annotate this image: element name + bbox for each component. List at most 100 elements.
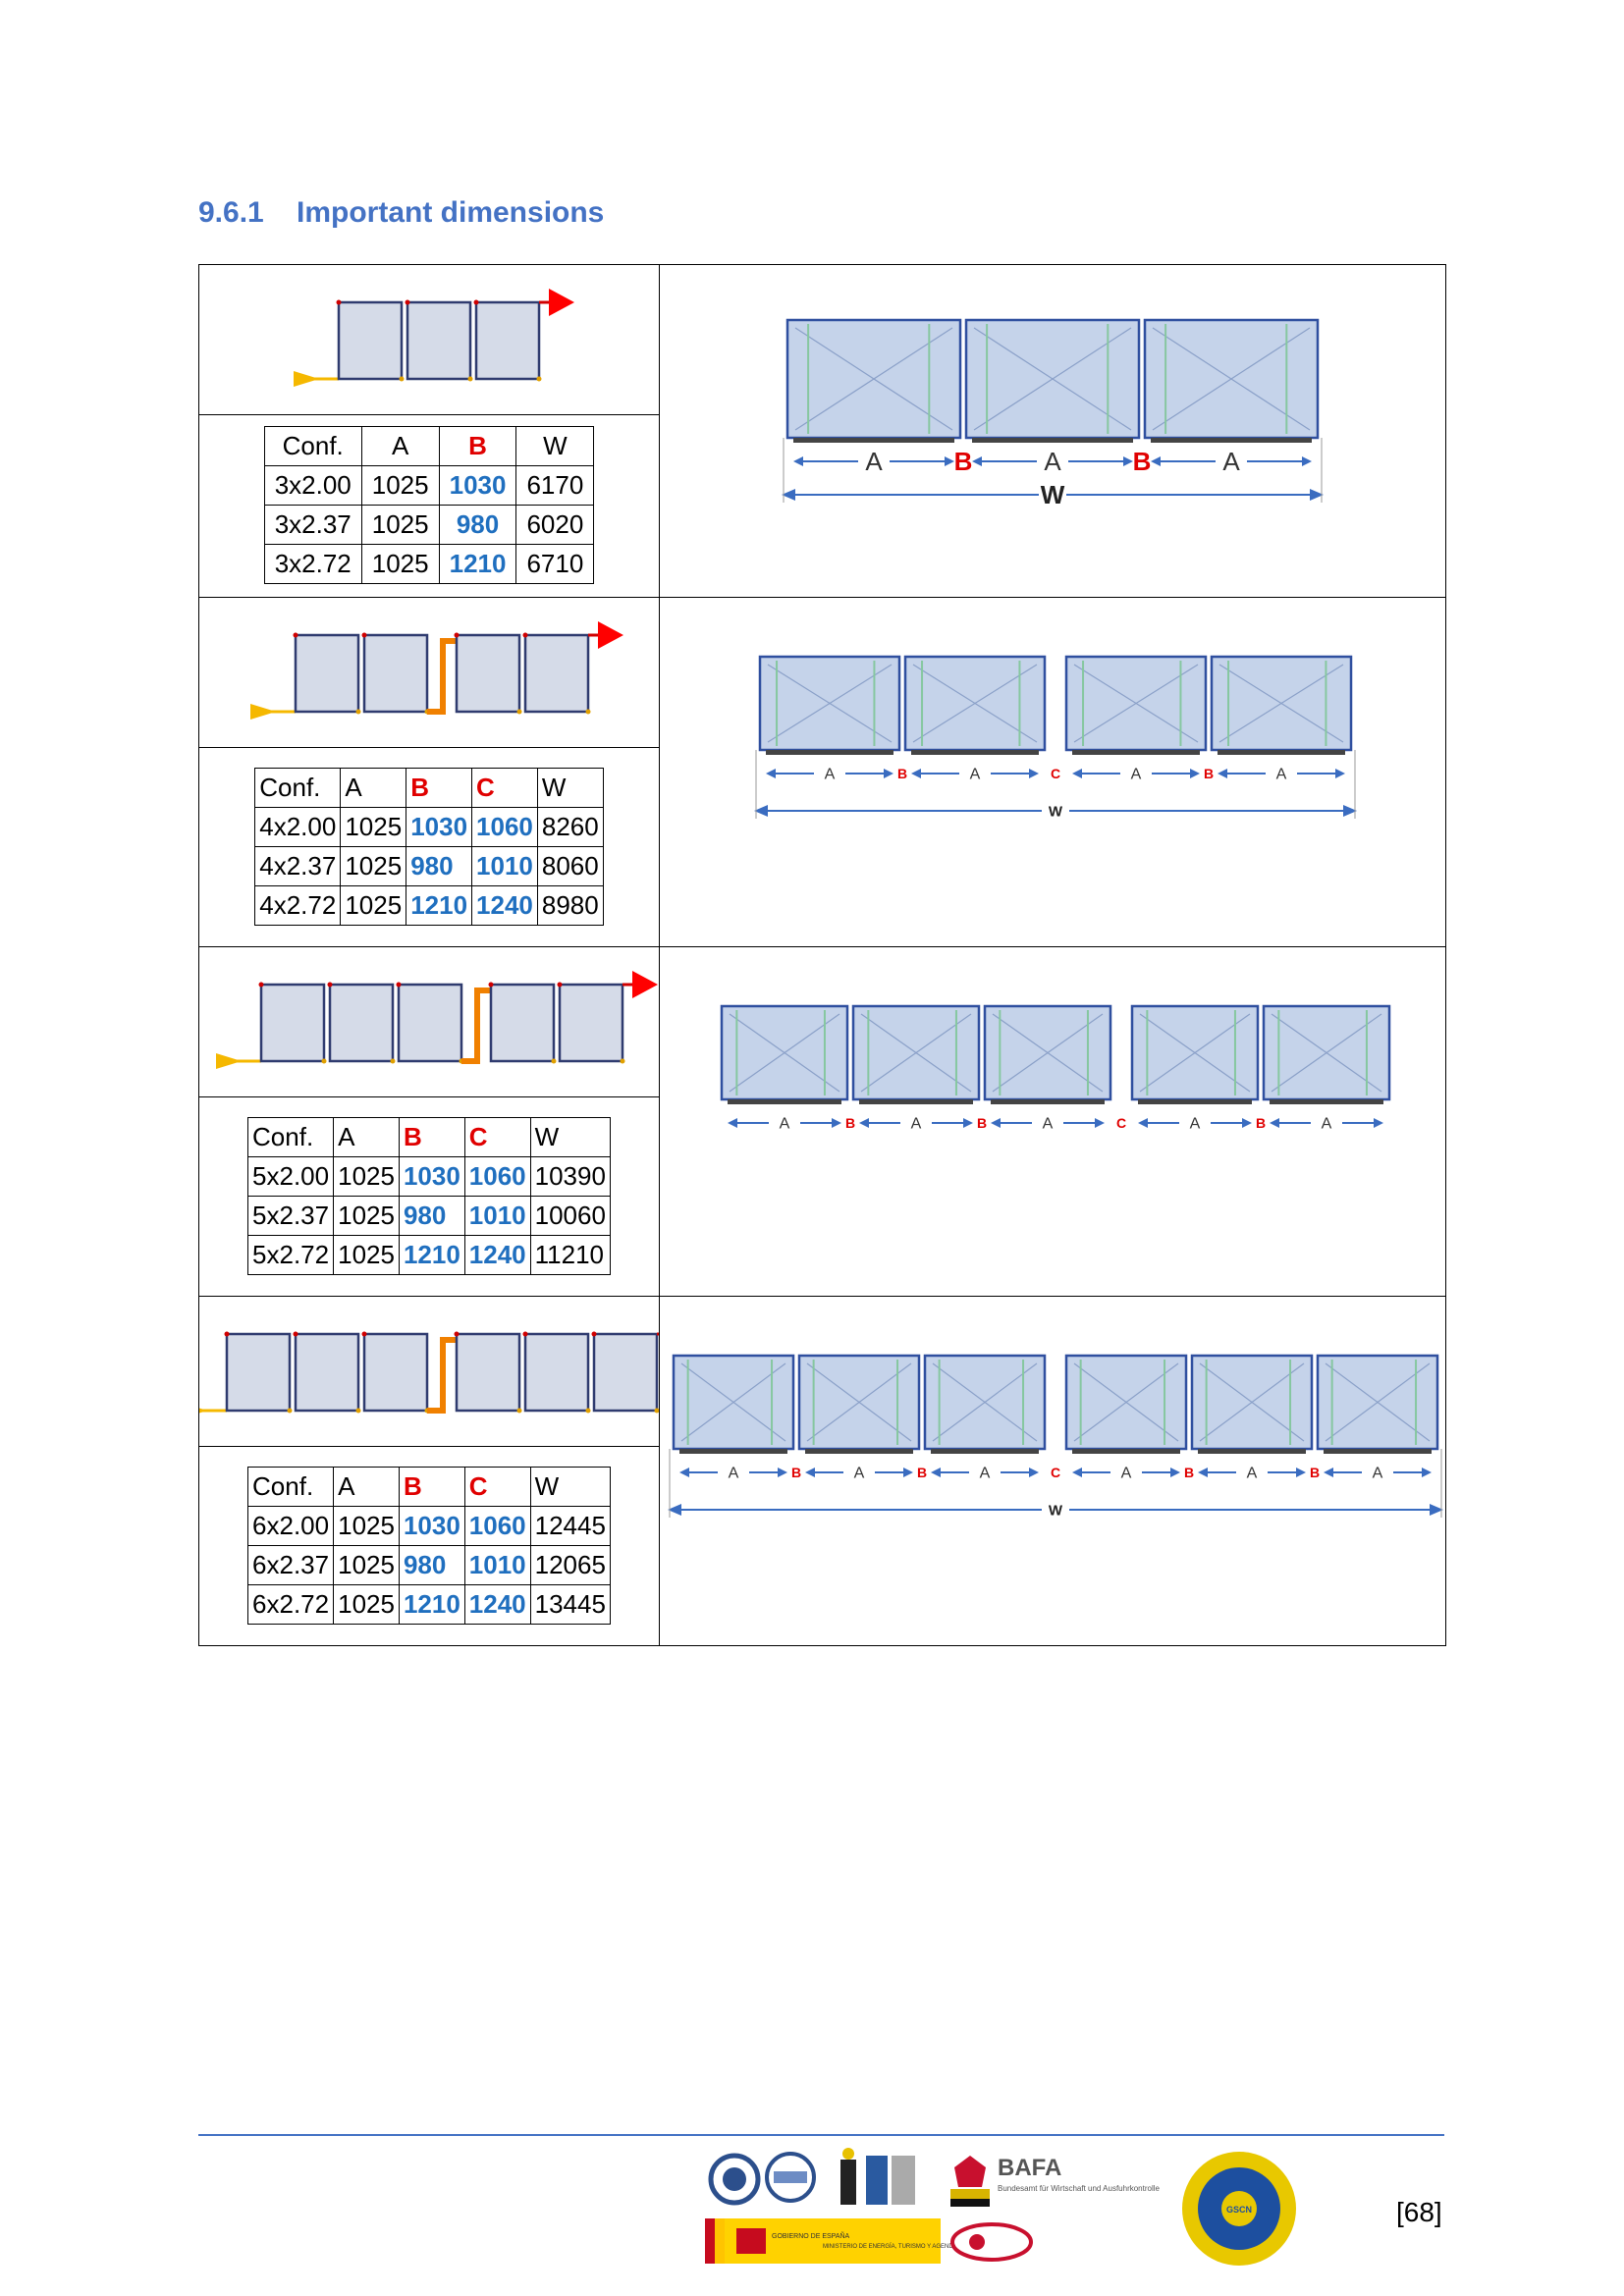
dimension-cell: 1025 (333, 1544, 400, 1585)
dimension-cell: 6170 (515, 465, 595, 506)
dimension-a: A (1270, 1113, 1383, 1133)
dimension-row: 3x2.37 1025 980 6020 (263, 505, 595, 545)
gobierno-text: GOBIERNO DE ESPAÑA (772, 2231, 850, 2240)
outlet-arrow-icon (598, 621, 623, 649)
piping-sketch (199, 600, 659, 748)
dimension-row: 6x2.72 1025 1210 1240 13445 (247, 1583, 611, 1625)
dimension-drawing: A B A C A B A W (754, 655, 1357, 821)
label-a: A (1276, 767, 1287, 783)
pipe-joint (473, 299, 479, 305)
label-a: A (854, 1466, 865, 1482)
dimension-header-cell: Conf. (254, 767, 342, 808)
collector-panel (785, 318, 962, 443)
dimension-a: A (1138, 1113, 1252, 1133)
dimension-cell: 980 (398, 1544, 465, 1585)
dimension-table: Conf. A B C W 4x2.00 1025 1030 1060 8260 4x2.37 102… (254, 767, 604, 926)
collector-module (259, 983, 326, 1063)
pipe-joint (361, 1331, 367, 1337)
dimension-drawing-cell: A B A B A C A B A B A W (659, 1296, 1446, 1646)
dimension-header-cell: C (463, 1466, 531, 1507)
pipe-joint (454, 1331, 460, 1337)
configuration-cell: Conf. A B C W 6x2.00 1025 1030 1060 12445 6x2.37 10… (198, 1296, 660, 1646)
dimension-cell: 1030 (398, 1505, 465, 1546)
label-a: A (1222, 447, 1240, 476)
collector-panel (1064, 655, 1208, 755)
label-a: A (1247, 1466, 1258, 1482)
pipe-joint (355, 1408, 361, 1414)
dimension-cell: 1060 (463, 1505, 531, 1546)
section-number: 9.6.1 (198, 196, 264, 229)
pipe-joint (390, 1058, 396, 1064)
label-a: A (970, 767, 981, 783)
collector-module (397, 983, 463, 1063)
dimension-header-cell: A (340, 767, 407, 808)
dimension-a: A (728, 1113, 841, 1133)
gscn-seal-logo (1182, 2152, 1296, 2266)
dimension-header-cell: B (398, 1466, 465, 1507)
pipe-joint (467, 376, 473, 382)
dimension-drawing: A B A B A C A B A B A W (668, 1354, 1443, 1520)
dimension-cell: 980 (398, 1195, 465, 1236)
ministerio-text: MINISTERIO DE ENERGÍA, TURISMO Y AGENDA … (823, 2243, 982, 2250)
collector-panel (1262, 1004, 1391, 1104)
dimensions-table: Conf. A B W 3x2.00 1025 1030 6170 3x2.37 1025 980 6… (198, 264, 1446, 1646)
pipe-joint (522, 1331, 528, 1337)
pipe-joint (654, 1408, 659, 1414)
label-a: A (911, 1116, 922, 1133)
label-w: W (1049, 1502, 1063, 1519)
dimension-a: A (859, 1113, 973, 1133)
dimension-a: A (793, 447, 954, 476)
dimension-cell: 1030 (398, 1155, 465, 1197)
collector-module (406, 300, 472, 381)
bafa-subtext: Bundesamt für Wirtschaft und Ausfuhrkont… (998, 2184, 1161, 2193)
pipe-joint (536, 376, 542, 382)
dimension-header-row: Conf. A B C W (247, 1466, 611, 1507)
dimension-cell: 8060 (536, 845, 604, 886)
label-b: B (845, 1115, 855, 1131)
dimension-w: W (782, 438, 1324, 509)
collector-module (523, 633, 590, 714)
collector-module (455, 1332, 521, 1413)
dimension-a: A (1218, 764, 1345, 783)
footer-logos: BAFA Bundesamt für Wirtschaft und Ausfuh… (705, 2148, 1296, 2266)
dimension-cell: 4x2.37 (254, 845, 342, 886)
dimension-cell: 1240 (463, 1234, 531, 1275)
pipe-joint (258, 982, 264, 988)
dimension-cell: 3x2.00 (263, 465, 362, 506)
dimension-w: W (668, 1449, 1443, 1520)
dimension-a: A (972, 447, 1133, 476)
collector-panel (1064, 1354, 1188, 1454)
dimension-cell: 1030 (406, 806, 473, 847)
dimension-cell: 1025 (340, 845, 407, 886)
torch-logo (840, 2148, 856, 2205)
pipe-joint (321, 1058, 327, 1064)
dimension-header-cell: C (463, 1116, 531, 1157)
dimension-cell: 1025 (333, 1155, 400, 1197)
label-a: A (1190, 1116, 1201, 1133)
dimension-cell: 8260 (536, 806, 604, 847)
configuration-row: Conf. A B C W 4x2.00 1025 1030 1060 8260 4x2.37 102… (198, 597, 1446, 947)
collector-panel (851, 1004, 981, 1104)
gscn-text: GSCN (1226, 2205, 1252, 2215)
dimension-header-cell: C (471, 767, 538, 808)
dimension-cell: 1210 (438, 544, 517, 584)
collector-module (558, 983, 624, 1063)
dimension-drawing-cell: A B A C A B A W (659, 597, 1446, 947)
dimension-cell: 1025 (340, 806, 407, 847)
label-b: B (791, 1465, 801, 1480)
pipe-joint (551, 1058, 557, 1064)
pipe-joint (396, 982, 402, 988)
dimension-cell: 13445 (529, 1583, 611, 1625)
label-a: A (729, 1466, 739, 1482)
outlet-arrow-icon (549, 289, 574, 316)
label-w: W (1049, 803, 1063, 820)
dimension-header-row: Conf. A B C W (254, 767, 604, 808)
section-title: Important dimensions (297, 196, 605, 229)
pipe-joint (620, 1058, 625, 1064)
dimension-cell: 1030 (438, 465, 517, 506)
pipe-joint (591, 1331, 597, 1337)
dimension-row: 4x2.37 1025 980 1010 8060 (254, 845, 604, 886)
dimension-row: 4x2.72 1025 1210 1240 8980 (254, 884, 604, 926)
dimension-a: A (805, 1463, 913, 1482)
